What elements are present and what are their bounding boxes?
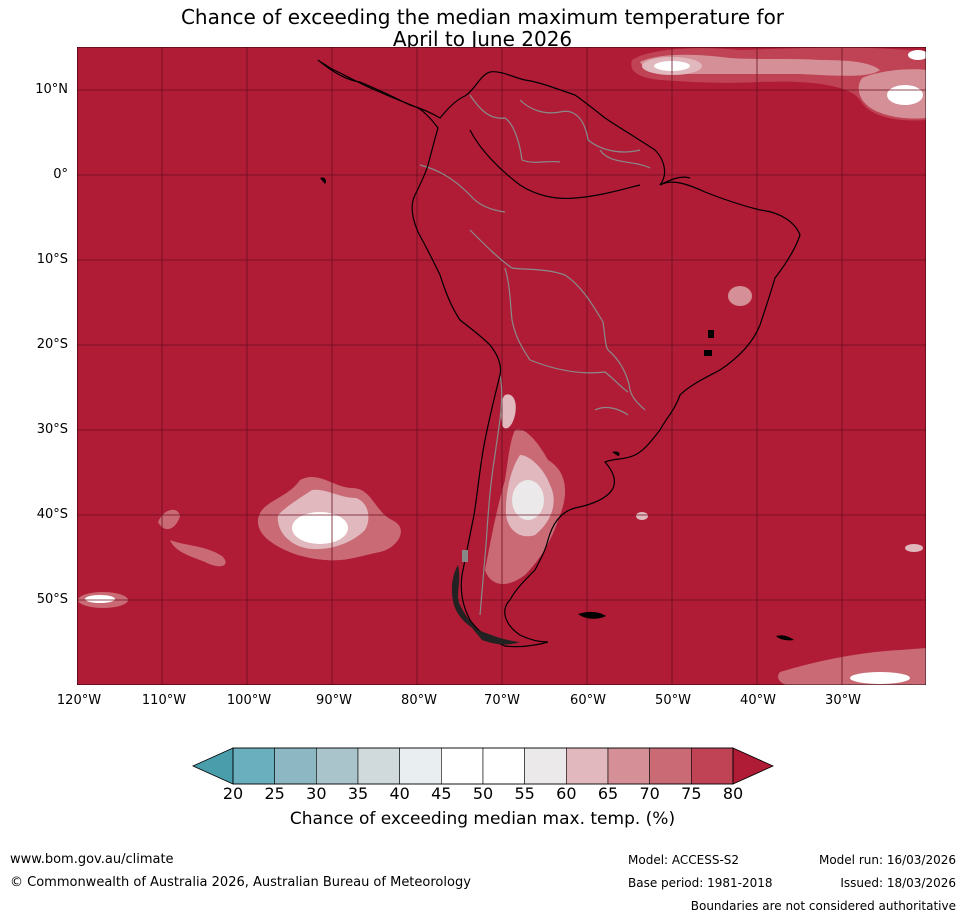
colorbar-over-arrow [732,747,774,785]
graticule [77,47,926,685]
colorbar-cell [357,747,400,785]
lon-label-30w: 30°W [825,693,861,708]
colorbar-tick-label: 55 [514,784,535,803]
footer-base-period: Base period: 1981-2018 [628,876,773,890]
footer-website: www.bom.gov.au/climate [10,852,174,867]
lat-label-10s: 10°S [36,252,68,267]
footer-disclaimer: Boundaries are not considered authoritat… [690,899,956,913]
lat-label-40s: 40°S [36,507,68,522]
colorbar-tick-label: 70 [639,784,660,803]
colorbar-cell [482,747,525,785]
colorbar-cell [607,747,650,785]
colorbar-tick-label: 80 [722,784,744,803]
country-borders [419,94,651,616]
colorbar-cell [691,747,734,785]
lon-label-90w: 90°W [316,693,352,708]
map-title-line2: April to June 2026 [392,27,573,51]
footer-copyright: © Commonwealth of Australia 2026, Austra… [10,875,471,890]
lat-label-10n: 10°N [35,82,68,97]
colorbar-under-arrow [192,747,234,785]
colorbar-tick-label: 65 [597,784,619,803]
colorbar [192,747,774,785]
footer-model-run: Model run: 16/03/2026 [818,853,956,867]
colorbar-cells [232,747,734,785]
colorbar-tick-label: 50 [472,784,494,803]
colorbar-cell [649,747,692,785]
footer-model: Model: ACCESS-S2 [628,853,740,867]
colorbar-cell [566,747,609,785]
colorbar-tick-label: 20 [222,784,244,803]
lat-label-0: 0° [53,167,68,182]
map-title-line1: Chance of exceeding the median maximum t… [180,5,785,29]
colorbar-cell [274,747,317,785]
colorbar-tick-label: 45 [431,784,452,803]
lat-label-50s: 50°S [36,592,68,607]
colorbar-tick-label: 40 [389,784,410,803]
lon-label-80w: 80°W [401,693,437,708]
colorbar-label: Chance of exceeding median max. temp. (%… [289,809,676,829]
lon-label-40w: 40°W [740,693,776,708]
lon-label-70w: 70°W [484,693,520,708]
lon-label-120w: 120°W [56,693,102,708]
patagonia-islands [320,177,794,645]
lon-label-100w: 100°W [226,693,272,708]
colorbar-cell [316,747,359,785]
colorbar-cell [399,747,442,785]
colorbar-cell [441,747,484,785]
lon-label-110w: 110°W [141,693,187,708]
lon-label-50w: 50°W [655,693,691,708]
footer-issued: Issued: 18/03/2026 [840,876,956,890]
colorbar-cell [232,747,275,785]
map-background [77,47,926,685]
colorbar-tick-label: 60 [556,784,577,803]
lat-label-30s: 30°S [36,422,68,437]
lat-label-20s: 20°S [36,337,68,352]
colorbar-tick-label: 30 [306,784,327,803]
colorbar-tick-label: 35 [347,784,369,803]
colorbar-cell [524,747,567,785]
anomaly-argentina [485,286,752,585]
coastline [317,59,801,648]
anomaly-south-pacific [78,476,926,685]
colorbar-tick-label: 75 [681,784,702,803]
colorbar-tick-label: 25 [264,784,285,803]
lon-label-60w: 60°W [570,693,606,708]
